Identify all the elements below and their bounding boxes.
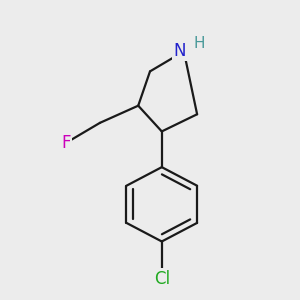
Text: H: H bbox=[194, 36, 205, 51]
Text: F: F bbox=[61, 134, 71, 152]
Text: Cl: Cl bbox=[154, 270, 170, 288]
Text: N: N bbox=[173, 42, 186, 60]
